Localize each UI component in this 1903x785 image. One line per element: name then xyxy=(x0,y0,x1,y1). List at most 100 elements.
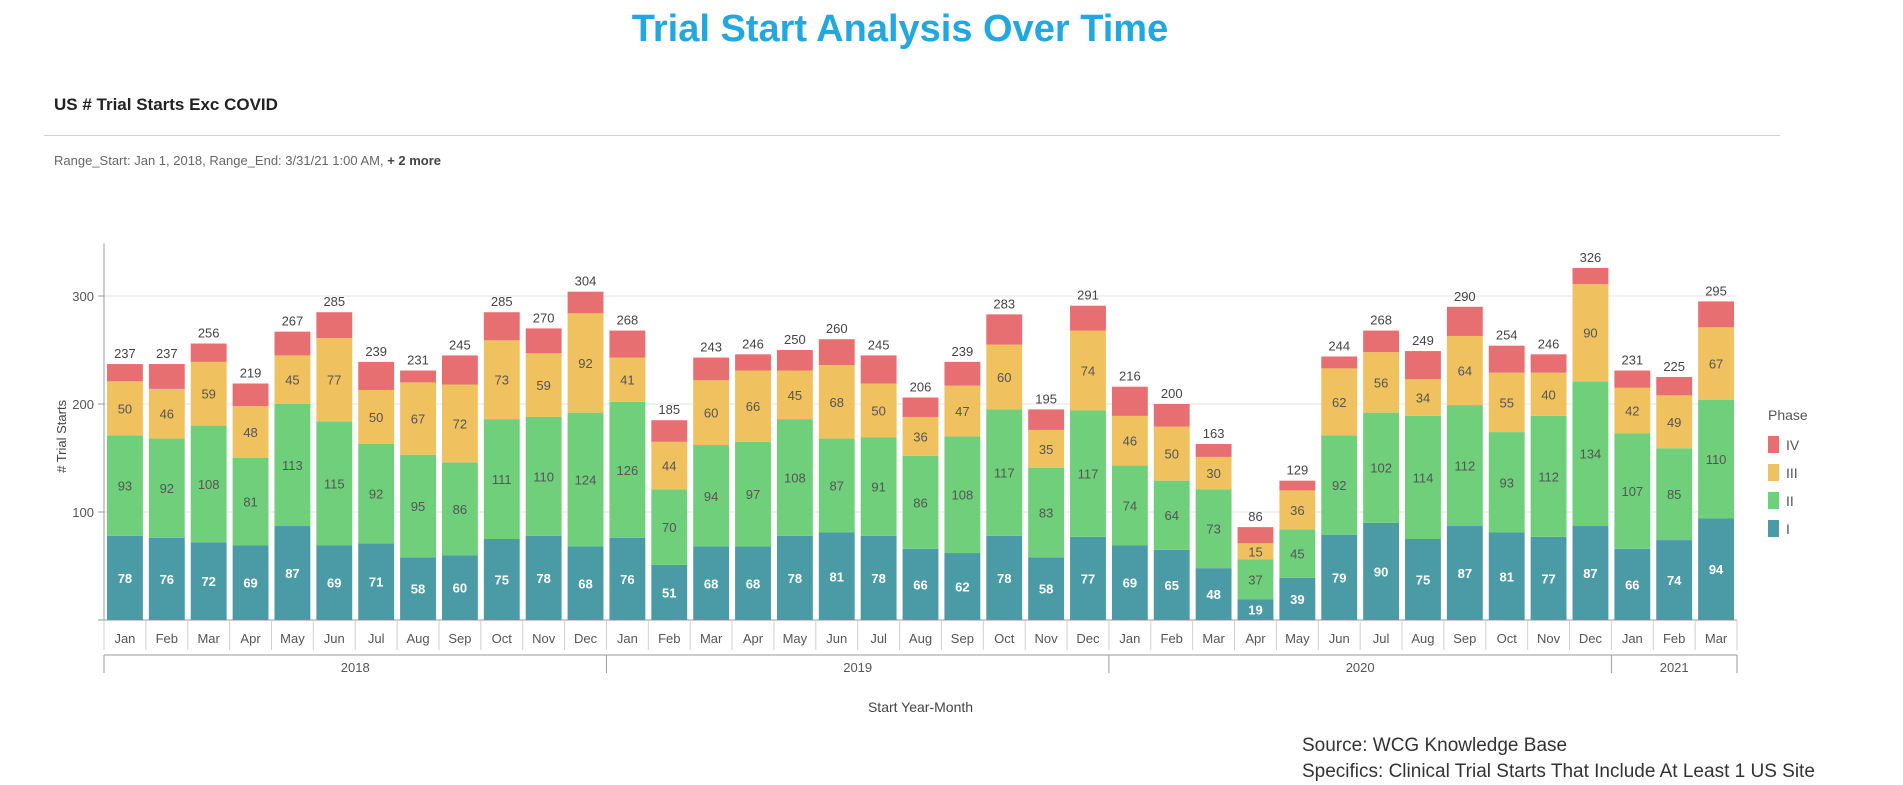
bar-segment-phase-II xyxy=(944,436,981,554)
bar-segment-phase-III xyxy=(1614,387,1651,434)
bar-segment-phase-III xyxy=(148,388,185,439)
bar-segment-phase-III xyxy=(1279,490,1316,530)
bar-segment-phase-II xyxy=(1237,559,1274,600)
segment-value-label: 77 xyxy=(327,373,341,388)
bar-total-label: 285 xyxy=(491,294,513,309)
x-tick-label: Oct xyxy=(1497,631,1518,646)
segment-value-label: 97 xyxy=(746,487,760,502)
segment-value-label: 50 xyxy=(1164,447,1178,462)
bar-segment-phase-IV xyxy=(1237,527,1274,544)
bar-segment-phase-II xyxy=(693,445,730,547)
bar-segment-phase-I xyxy=(400,557,436,620)
bar-segment-phase-I xyxy=(1279,577,1316,620)
segment-value-label: 102 xyxy=(1370,461,1392,476)
segment-value-label: 87 xyxy=(1458,566,1472,581)
x-tick-label: Aug xyxy=(406,631,429,646)
segment-value-label: 39 xyxy=(1290,592,1304,607)
bar-segment-phase-II xyxy=(735,441,771,547)
year-group-label: 2018 xyxy=(341,660,370,675)
bar-segment-phase-II xyxy=(1698,399,1734,519)
x-tick-label: Feb xyxy=(1161,631,1183,646)
bar-segment-phase-II xyxy=(609,401,646,538)
bar-segment-phase-III xyxy=(1111,415,1148,466)
segment-value-label: 35 xyxy=(1039,442,1053,457)
bar-segment-phase-II xyxy=(1530,415,1567,537)
bar-segment-phase-IV xyxy=(107,364,143,382)
legend-swatch xyxy=(1768,520,1779,537)
x-tick-label: Nov xyxy=(532,631,556,646)
segment-value-label: 70 xyxy=(662,520,676,535)
segment-value-label: 126 xyxy=(617,463,639,478)
bar-total-label: 86 xyxy=(1248,509,1262,524)
segment-value-label: 86 xyxy=(913,495,927,510)
bar-segment-phase-IV xyxy=(860,355,897,384)
bar-segment-phase-IV xyxy=(609,330,646,358)
bar-segment-phase-IV xyxy=(190,343,227,362)
segment-value-label: 108 xyxy=(784,470,806,485)
segment-value-label: 69 xyxy=(1123,576,1137,591)
bar-total-label: 206 xyxy=(910,380,932,395)
segment-value-label: 117 xyxy=(1078,467,1099,482)
x-tick-label: Feb xyxy=(658,631,680,646)
year-group-label: 2021 xyxy=(1660,660,1689,675)
bar-segment-phase-IV xyxy=(148,364,185,389)
segment-value-label: 92 xyxy=(369,487,383,502)
segment-value-label: 46 xyxy=(160,407,174,422)
segment-value-label: 59 xyxy=(536,378,550,393)
bar-segment-phase-III xyxy=(986,344,1023,410)
bar-total-label: 195 xyxy=(1035,391,1057,406)
bar-segment-phase-I xyxy=(944,553,981,620)
y-tick-label: 200 xyxy=(72,397,94,412)
bar-segment-phase-II xyxy=(986,409,1023,536)
bar-segment-phase-IV xyxy=(441,355,478,385)
bar-segment-phase-III xyxy=(1656,395,1693,449)
bar-segment-phase-II xyxy=(1195,489,1232,569)
bar-segment-phase-IV xyxy=(735,354,771,371)
year-group-label: 2020 xyxy=(1346,660,1375,675)
bar-total-label: 163 xyxy=(1203,426,1225,441)
bar-total-label: 225 xyxy=(1663,359,1685,374)
bar-segment-phase-I xyxy=(358,543,395,620)
bar-segment-phase-I xyxy=(1405,539,1441,620)
bar-total-label: 245 xyxy=(449,337,471,352)
filter-range-text: Range_Start: Jan 1, 2018, Range_End: 3/3… xyxy=(54,153,384,168)
segment-value-label: 67 xyxy=(411,412,425,427)
segment-value-label: 36 xyxy=(913,429,927,444)
bar-segment-phase-II xyxy=(274,404,311,527)
bar-segment-phase-III xyxy=(232,406,269,458)
bar-segment-phase-I xyxy=(693,546,730,620)
bar-segment-phase-III xyxy=(190,361,227,426)
bar-segment-phase-II xyxy=(1614,433,1651,549)
bar-segment-phase-III xyxy=(1488,372,1525,433)
filter-more-link[interactable]: + 2 more xyxy=(387,153,442,168)
segment-value-label: 83 xyxy=(1039,506,1053,521)
segment-value-label: 48 xyxy=(243,425,257,440)
bar-total-label: 185 xyxy=(658,402,680,417)
bar-segment-phase-III xyxy=(483,340,520,420)
segment-value-label: 78 xyxy=(788,571,802,586)
x-tick-label: Jan xyxy=(1622,631,1643,646)
bar-total-label: 283 xyxy=(993,296,1015,311)
segment-value-label: 78 xyxy=(997,571,1011,586)
bar-segment-phase-II xyxy=(1070,410,1106,537)
segment-value-label: 62 xyxy=(1332,395,1346,410)
bar-segment-phase-III xyxy=(902,416,939,456)
bar-segment-phase-III xyxy=(1363,352,1400,413)
bar-segment-phase-I xyxy=(1614,548,1651,620)
bar-segment-phase-II xyxy=(1279,529,1316,578)
bar-segment-phase-II xyxy=(316,421,353,546)
bar-segment-phase-III xyxy=(1195,456,1232,490)
segment-value-label: 112 xyxy=(1538,469,1559,484)
x-tick-label: Jul xyxy=(368,631,385,646)
bar-total-label: 250 xyxy=(784,332,806,347)
segment-value-label: 67 xyxy=(1709,357,1723,372)
segment-value-label: 78 xyxy=(118,571,132,586)
segment-value-label: 36 xyxy=(1290,503,1304,518)
bar-total-label: 237 xyxy=(114,346,136,361)
segment-value-label: 58 xyxy=(411,582,425,597)
bar-segment-phase-III xyxy=(1446,335,1483,406)
segment-value-label: 50 xyxy=(871,403,885,418)
bar-segment-phase-II xyxy=(441,462,478,556)
x-tick-label: Dec xyxy=(1076,631,1100,646)
bar-segment-phase-II xyxy=(1363,412,1400,523)
